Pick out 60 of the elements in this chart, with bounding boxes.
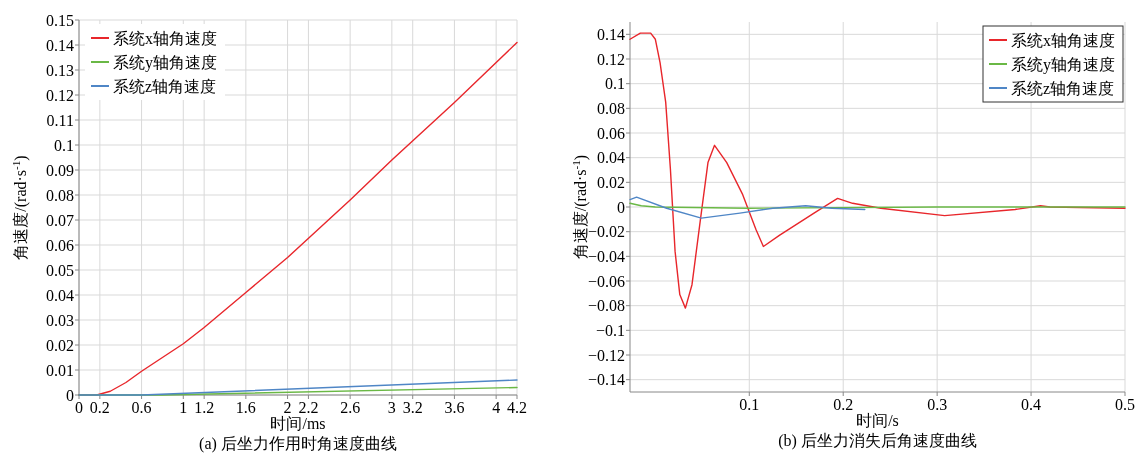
x-axis-title: 时间/s — [856, 412, 899, 429]
y-tick-label: −0.1 — [595, 321, 625, 339]
x-tick-label: 2.2 — [298, 399, 319, 416]
legend-label: 系统z轴角速度 — [113, 77, 217, 95]
y-tick-label: 0.01 — [46, 361, 74, 379]
x-tick-label: 1.2 — [194, 399, 215, 416]
y-tick-label: 0.05 — [46, 261, 74, 279]
legend-label: 系统x轴角速度 — [113, 29, 217, 47]
legend-label: 系统z轴角速度 — [1011, 79, 1115, 97]
y-tick-label: 0.12 — [46, 86, 74, 104]
x-tick-label: 4.2 — [507, 399, 527, 416]
x-tick-label: 1.6 — [235, 399, 256, 416]
y-tick-label: 0.06 — [597, 124, 625, 142]
y-tick-label: 0.08 — [597, 99, 625, 117]
text: (a) 后坐力作用时角速度曲线 — [199, 435, 397, 453]
y-tick-label: 0.08 — [46, 186, 74, 204]
x-tick-label: 0.1 — [739, 396, 760, 413]
x-tick-label: 0.4 — [1021, 396, 1042, 413]
x-tick-label: 2.6 — [340, 399, 361, 416]
legend-label: 系统y轴角速度 — [1011, 55, 1115, 74]
y-tick-label: 0.09 — [46, 161, 74, 179]
legend-label: 系统x轴角速度 — [1011, 31, 1115, 49]
y-tick-label: 0.02 — [597, 173, 625, 191]
x-tick-label: 3.2 — [402, 399, 423, 416]
y-tick-label: 0.02 — [46, 336, 74, 354]
y-tick-label: 0.15 — [46, 11, 74, 29]
x-axis-title: 时间/ms — [270, 415, 326, 432]
y-tick-label: 0.06 — [46, 236, 74, 254]
x-tick-label: 0.2 — [833, 396, 854, 413]
x-tick-label: 4 — [492, 399, 501, 416]
line-series — [629, 196, 866, 219]
y-tick-label: −0.12 — [587, 346, 625, 364]
y-tick-label: 0.14 — [597, 25, 625, 43]
y-tick-label: 0.12 — [597, 50, 625, 68]
x-tick-label: 0.3 — [927, 396, 948, 413]
x-tick-label: 3 — [387, 399, 396, 416]
y-tick-label: 0.04 — [597, 149, 625, 167]
x-tick-label: 2 — [283, 399, 292, 416]
y-tick-label: 0 — [617, 198, 625, 216]
text: (b) 后坐力消失后角速度曲线 — [778, 432, 977, 450]
x-tick-label: 0.5 — [1115, 396, 1135, 413]
y-tick-label: −0.08 — [587, 297, 625, 315]
y-tick-label: 0.14 — [46, 36, 74, 54]
y-tick-label: 0.1 — [54, 136, 74, 154]
line-series — [629, 32, 1126, 309]
y-tick-label: −0.02 — [587, 223, 625, 241]
y-tick-label: 0.07 — [46, 211, 74, 229]
x-tick-label: 1 — [179, 399, 188, 416]
y-tick-label: 0.03 — [46, 311, 74, 329]
legend-label: 系统y轴角速度 — [113, 53, 217, 72]
y-tick-label: −0.04 — [587, 247, 625, 265]
x-tick-label: 3.6 — [444, 399, 465, 416]
y-tick-label: 0.13 — [46, 61, 74, 79]
y-tick-label: 0.11 — [46, 111, 74, 129]
x-tick-label: 0.6 — [131, 399, 152, 416]
y-tick-label: 0.04 — [46, 286, 74, 304]
y-tick-label: −0.14 — [587, 371, 625, 389]
x-tick-label: 0.2 — [89, 399, 110, 416]
y-tick-label: 0.1 — [605, 75, 625, 93]
y-tick-label: −0.06 — [587, 272, 625, 290]
